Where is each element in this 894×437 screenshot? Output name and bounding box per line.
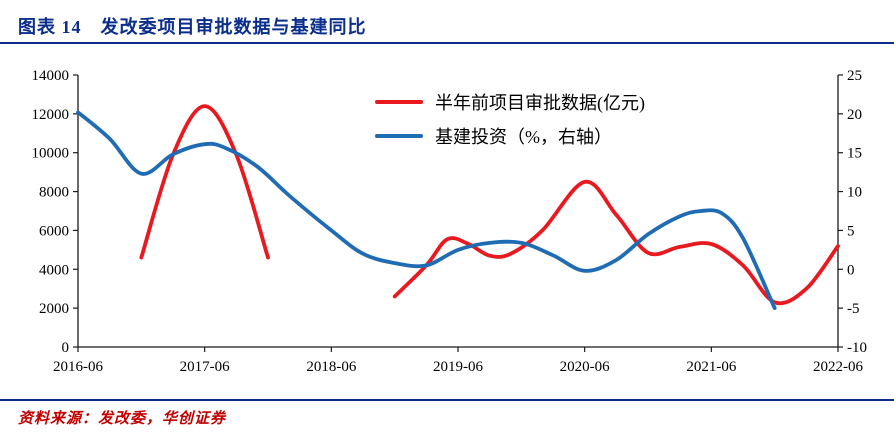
y-right-tick-label: 20 — [847, 107, 862, 123]
y-right-tick-label: 5 — [847, 223, 855, 239]
y-right-tick-label: 25 — [847, 68, 862, 84]
figure-title: 图表 14 发改委项目审批数据与基建同比 — [18, 17, 367, 37]
chart-area: 0 2000 4000 6000 8000 10000 12000 14000 -10 -5 0 5 1… — [0, 55, 894, 395]
x-tick-label: 2016-06 — [53, 359, 103, 375]
legend-label-approval: 半年前项目审批数据(亿元) — [435, 92, 645, 113]
x-tick-label: 2021-06 — [686, 359, 736, 375]
y-left-tick-label: 4000 — [39, 262, 69, 278]
y-right-tick-label: -10 — [847, 340, 867, 356]
line-chart: 0 2000 4000 6000 8000 10000 12000 14000 -10 -5 0 5 1… — [32, 68, 868, 375]
y-left-tick-label: 2000 — [39, 301, 69, 317]
x-tick-label: 2022-06 — [813, 359, 863, 375]
legend-label-infrastructure: 基建投资（%，右轴） — [435, 126, 612, 147]
title-divider — [0, 42, 894, 44]
red-line-swatch — [375, 99, 423, 104]
y-left-tick-label: 6000 — [39, 223, 69, 239]
blue-line-swatch — [375, 133, 423, 138]
y-left-tick-label: 0 — [62, 340, 70, 356]
source-note: 资料来源：发改委，华创证券 — [18, 411, 227, 427]
chart-legend: 半年前项目审批数据(亿元) 基建投资（%，右轴） — [375, 89, 645, 148]
y-right-tick-label: 10 — [847, 185, 862, 201]
series-path-1 — [76, 110, 777, 310]
x-tick-label: 2017-06 — [180, 359, 230, 375]
legend-item-infrastructure: 基建投资（%，右轴） — [375, 123, 645, 148]
y-right-tick-label: -5 — [847, 301, 860, 317]
series-path-0 — [392, 179, 840, 306]
y-left-tick-label: 12000 — [32, 107, 70, 123]
footer-divider — [0, 399, 894, 401]
x-tick-label: 2020-06 — [560, 359, 610, 375]
y-left-tick-label: 10000 — [32, 146, 70, 162]
series-path-0 — [139, 104, 270, 260]
y-left-tick-label: 14000 — [32, 68, 70, 84]
x-tick-label: 2018-06 — [306, 359, 356, 375]
y-right-tick-label: 0 — [847, 262, 855, 278]
legend-item-approval: 半年前项目审批数据(亿元) — [375, 89, 645, 114]
y-left-tick-label: 8000 — [39, 185, 69, 201]
x-tick-label: 2019-06 — [433, 359, 483, 375]
y-right-tick-label: 15 — [847, 146, 862, 162]
